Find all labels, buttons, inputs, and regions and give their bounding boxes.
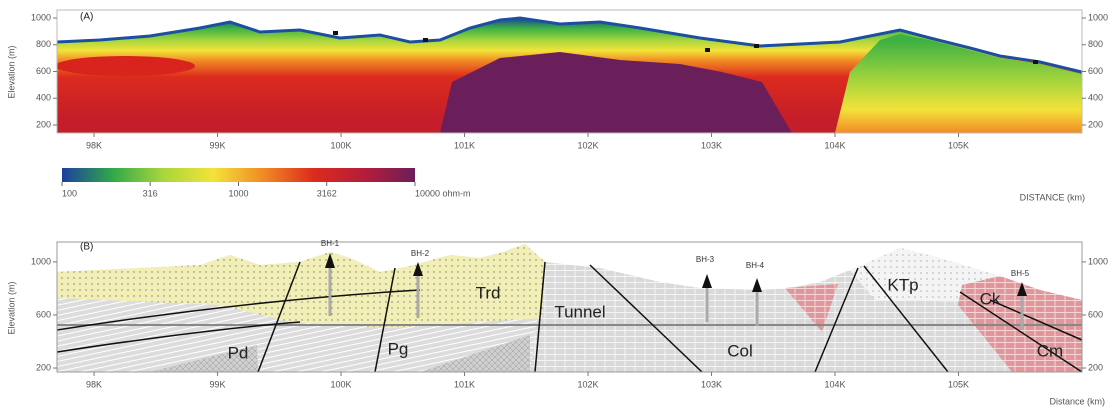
resistivity-zone	[835, 34, 1082, 133]
y-axis-label: Elevation (m)	[6, 281, 16, 334]
page: (A) Elevation (m) DISTANCE (km) (B) Elev…	[0, 0, 1117, 410]
x-tick-label: 101K	[454, 379, 475, 389]
y-tick-label: 400	[1088, 93, 1103, 103]
y-tick-label: 600	[36, 66, 51, 76]
x-axis-label: DISTANCE (km)	[1020, 192, 1085, 202]
y-tick-label: 1000	[1088, 12, 1108, 22]
x-tick-label: 102K	[578, 379, 599, 389]
x-tick-label: 98K	[86, 140, 102, 150]
colorbar-tick-label: 10000 ohm-m	[415, 188, 471, 198]
y-tick-label: 400	[36, 93, 51, 103]
x-tick-label: 103K	[701, 140, 722, 150]
annotation: BH-2	[411, 249, 430, 258]
y-tick-label: 1000	[31, 12, 51, 22]
x-tick-label: 105K	[948, 140, 969, 150]
colorbar-tick-label: 100	[62, 188, 77, 198]
y-tick-label: 600	[1088, 309, 1103, 319]
x-tick-label: 100K	[331, 379, 352, 389]
panel-label: (A)	[80, 12, 93, 23]
x-tick-label: 99K	[210, 379, 226, 389]
x-axis-label: Distance (km)	[1049, 396, 1105, 406]
annotation: Pg	[388, 339, 409, 358]
annotation: Tunnel	[554, 302, 605, 321]
x-tick-label: 102K	[578, 140, 599, 150]
annotation: Pd	[228, 343, 249, 362]
annotation: BH-5	[1011, 269, 1030, 278]
resistivity-zone	[55, 56, 195, 76]
x-tick-label: 98K	[86, 379, 102, 389]
y-tick-label: 200	[1088, 119, 1103, 129]
resistivity-section	[55, 18, 1082, 133]
x-tick-label: 104K	[824, 379, 845, 389]
y-tick-label: 200	[36, 362, 51, 372]
x-tick-label: 103K	[701, 379, 722, 389]
y-axis-label: Elevation (m)	[6, 45, 16, 98]
annotation: Trd	[476, 283, 501, 302]
annotation: BH-4	[746, 261, 765, 270]
annotation: Ck	[980, 289, 1001, 308]
y-tick-label: 800	[36, 39, 51, 49]
annotation: Cm	[1037, 341, 1063, 360]
annotation: KTp	[887, 275, 918, 294]
panel-label: (B)	[80, 242, 93, 253]
colorbar-tick-label: 316	[143, 188, 158, 198]
colorbar-tick-label: 3162	[317, 188, 337, 198]
figure: (A) Elevation (m) DISTANCE (km) (B) Elev…	[0, 0, 1117, 410]
x-tick-label: 105K	[948, 379, 969, 389]
y-tick-label: 600	[1088, 66, 1103, 76]
x-tick-label: 104K	[824, 140, 845, 150]
x-tick-label: 99K	[210, 140, 226, 150]
colorbar-tick-label: 1000	[228, 188, 248, 198]
y-tick-label: 200	[1088, 362, 1103, 372]
y-tick-label: 1000	[31, 256, 51, 266]
annotation: BH-1	[321, 239, 340, 248]
x-tick-label: 100K	[331, 140, 352, 150]
y-tick-label: 800	[1088, 39, 1103, 49]
y-tick-label: 200	[36, 119, 51, 129]
annotation: BH-3	[696, 255, 715, 264]
y-tick-label: 600	[36, 309, 51, 319]
y-tick-label: 1000	[1088, 256, 1108, 266]
x-tick-label: 101K	[454, 140, 475, 150]
colorbar	[62, 168, 415, 182]
annotation: Col	[727, 341, 753, 360]
